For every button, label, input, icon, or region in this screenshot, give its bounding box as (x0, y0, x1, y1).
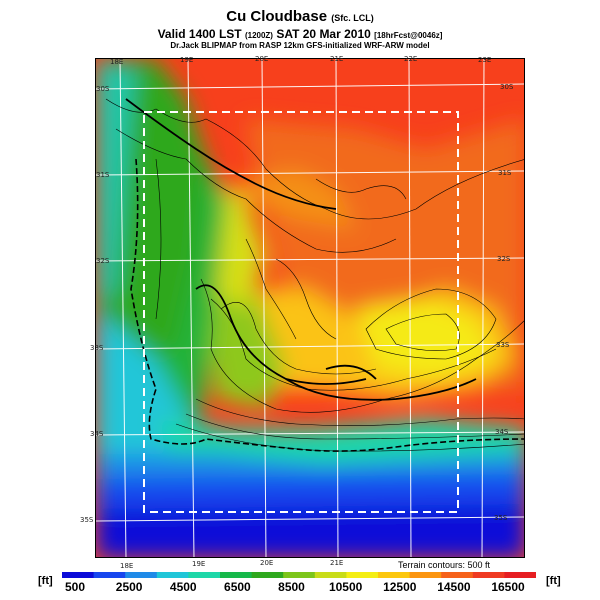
colorbar-unit-left: [ft] (38, 575, 53, 587)
colorbar-swatch (314, 572, 347, 578)
lon-tick-bottom-21e: 21E (330, 559, 344, 567)
terrain-contours-note: Terrain contours: 500 ft (398, 560, 491, 570)
field-light-green (196, 259, 286, 409)
colorbar-swatch (62, 572, 95, 578)
colorbar-label: 14500 (437, 580, 471, 594)
colorbar-swatch (156, 572, 189, 578)
lat-tick-right-32s: 32S (497, 255, 511, 263)
lat-tick-left-35s: 35S (80, 516, 94, 524)
lat-tick-left-34s: 34S (90, 430, 104, 438)
field-aqua-coast (156, 419, 524, 469)
colorbar-swatch (504, 572, 536, 578)
valid-time-line: Valid 1400 LST (1200Z) SAT 20 Mar 2010 [… (0, 27, 600, 41)
colorbar-swatch (125, 572, 158, 578)
graticule (96, 59, 524, 557)
colorbar-label: 8500 (278, 580, 305, 594)
title-text: Cu Cloudbase (226, 8, 328, 25)
lat-tick-left-33s: 33S (90, 344, 104, 352)
valid-main: Valid 1400 LST (157, 27, 242, 41)
lon-tick-top-19e: 19E (180, 56, 194, 64)
colorbar-swatch (283, 572, 316, 578)
lon-tick-top-21e: 21E (330, 55, 344, 63)
lon-tick-bottom-18e: 18E (120, 562, 134, 570)
valid-extra: [18hrFcst@0046z] (374, 31, 443, 40)
terrain-contours (105, 98, 524, 452)
lon-tick-bottom-19e: 19E (192, 560, 206, 568)
lon-tick-bottom-20e: 20E (260, 559, 274, 567)
field-teal-west (96, 59, 136, 309)
colorbar-swatch (251, 572, 284, 578)
colorbar-unit-right: [ft] (546, 575, 561, 587)
colorbar-swatch (93, 572, 126, 578)
thick-contours (125, 98, 477, 401)
colorbar-label: 16500 (491, 580, 525, 594)
lat-tick-right-30s: 30S (500, 83, 514, 91)
title-suffix: (Sfc. LCL) (331, 13, 374, 23)
lon-tick-top-22e: 22E (404, 55, 418, 63)
field-orange-north (206, 169, 356, 229)
lat-tick-right-35s: 35S (494, 514, 508, 522)
lon-tick-top-18e: 18E (110, 58, 124, 66)
domain-box (143, 111, 459, 513)
lat-tick-right-33s: 33S (496, 341, 510, 349)
colorbar-label: 500 (64, 580, 86, 594)
field-yellow (356, 299, 496, 379)
colorbar-label: 12500 (383, 580, 417, 594)
lat-tick-left-32s: 32S (96, 257, 110, 265)
colorbar (62, 572, 536, 578)
lat-tick-left-31s: 31S (96, 171, 110, 179)
lon-tick-top-20e: 20E (255, 55, 269, 63)
colorbar-label: 4500 (169, 580, 197, 594)
field-deep-ocean (96, 504, 524, 557)
lat-tick-right-34s: 34S (495, 428, 509, 436)
valid-date: SAT 20 Mar 2010 (276, 27, 371, 41)
colorbar-label: 2500 (115, 580, 143, 594)
lat-tick-right-31s: 31S (498, 169, 512, 177)
valid-code: (1200Z) (244, 31, 273, 40)
colorbar-label: 6500 (224, 580, 251, 594)
colorbar-swatch (472, 572, 505, 578)
colorbar-label: 10500 (328, 580, 363, 594)
cloudbase-map (95, 58, 525, 558)
colorbar-swatch (409, 572, 442, 578)
lon-tick-top-23e: 23E (478, 56, 492, 64)
map-svg (96, 59, 524, 557)
colorbar-swatch (346, 572, 379, 578)
colorbar-swatch (378, 572, 411, 578)
coastline (130, 158, 524, 452)
cloudbase-field (96, 59, 524, 557)
lat-tick-left-30s: 30S (96, 85, 110, 93)
source-line: Dr.Jack BLIPMAP from RASP 12km GFS-initi… (170, 41, 430, 50)
colorbar-swatch (220, 572, 253, 578)
colorbar-swatch (441, 572, 474, 578)
colorbar-swatch (188, 572, 221, 578)
map-title: Cu Cloudbase (Sfc. LCL) (0, 8, 600, 25)
